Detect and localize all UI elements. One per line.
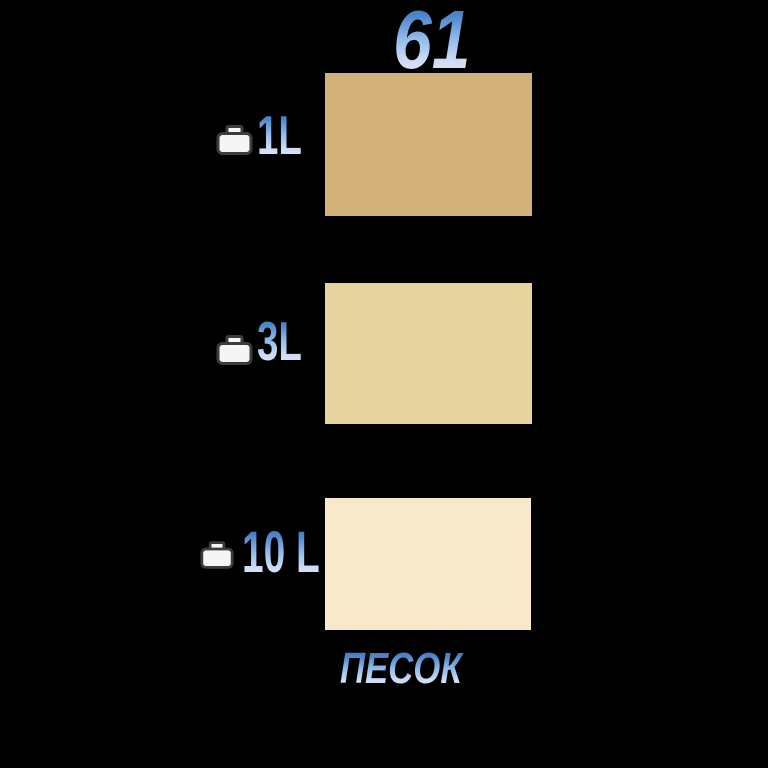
color-number-title: 61: [393, 0, 488, 90]
size-label-10l: 10 L: [242, 518, 329, 588]
paint-can-icon: [200, 538, 234, 577]
paint-can-icon: [216, 124, 253, 161]
size-label-1l: 1L: [257, 102, 312, 168]
color-swatch-10l: [325, 498, 531, 630]
color-swatch-1l: [325, 73, 532, 216]
color-swatch-3l: [325, 283, 532, 424]
paint-can-icon: [216, 334, 253, 371]
color-name-label: ПЕСОК: [340, 643, 470, 696]
size-label-3l: 3L: [257, 308, 312, 374]
